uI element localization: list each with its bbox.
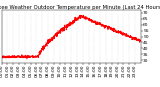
Title: Milwaukee Weather Outdoor Temperature per Minute (Last 24 Hours): Milwaukee Weather Outdoor Temperature pe… [0, 5, 160, 10]
